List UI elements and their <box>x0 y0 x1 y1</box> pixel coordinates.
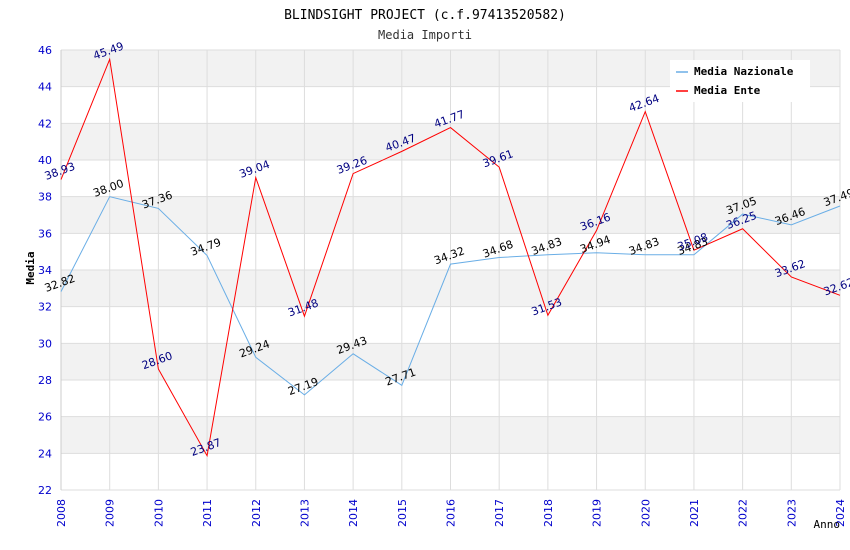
y-tick-label: 24 <box>38 447 52 460</box>
y-tick-label: 34 <box>38 264 52 277</box>
x-tick-label: 2020 <box>639 499 652 527</box>
x-tick-label: 2015 <box>396 499 409 527</box>
x-tick-label: 2023 <box>785 499 798 527</box>
y-tick-label: 44 <box>38 81 52 94</box>
y-tick-label: 46 <box>38 44 52 57</box>
y-tick-label: 30 <box>38 337 52 350</box>
series-layer <box>60 57 841 458</box>
x-tick-label: 2013 <box>298 499 311 527</box>
y-tick-label: 42 <box>38 117 52 130</box>
data-label: 34.32 <box>432 244 466 267</box>
x-tick-label: 2010 <box>152 499 165 527</box>
x-tick-label: 2012 <box>250 499 263 527</box>
data-label: 34.79 <box>189 236 223 259</box>
data-label: 42.64 <box>627 92 661 115</box>
x-tick-label: 2018 <box>542 499 555 527</box>
legend-box <box>670 60 810 102</box>
x-axis-ticks: 2008 2009 2010 2011 2012 2013 2014 2015 2016 2017… <box>55 499 847 527</box>
y-axis-label: Media <box>24 251 37 284</box>
y-axis-ticks: 22 24 26 28 30 32 34 36 38 40 42 44 46 <box>38 44 52 497</box>
x-tick-label: 2024 <box>834 499 847 527</box>
y-tick-label: 28 <box>38 374 52 387</box>
x-tick-label: 2019 <box>591 499 604 527</box>
x-tick-label: 2011 <box>201 499 214 527</box>
chart-title: BLINDSIGHT PROJECT (c.f.97413520582) <box>284 8 566 23</box>
y-tick-label: 36 <box>38 227 52 240</box>
legend: Media Nazionale Media Ente <box>670 60 810 102</box>
y-tick-label: 32 <box>38 301 52 314</box>
y-tick-label: 26 <box>38 411 52 424</box>
y-tick-label: 40 <box>38 154 52 167</box>
x-axis-label: Anno <box>814 518 841 531</box>
x-tick-label: 2009 <box>104 499 117 527</box>
gridlines <box>60 49 841 491</box>
series-line-media-ente <box>60 57 841 458</box>
data-label: 39.04 <box>238 158 272 181</box>
x-tick-label: 2016 <box>445 499 458 527</box>
x-tick-label: 2021 <box>688 499 701 527</box>
x-tick-label: 2017 <box>493 499 506 527</box>
x-tick-label: 2008 <box>55 499 68 527</box>
legend-label-media-ente: Media Ente <box>694 84 761 97</box>
y-tick-label: 22 <box>38 484 52 497</box>
chart-subtitle: Media Importi <box>378 28 472 42</box>
data-labels: 32.8238.0037.3634.7929.2427.1929.4327.71… <box>43 40 850 459</box>
x-tick-label: 2022 <box>737 499 750 527</box>
legend-label-media-nazionale: Media Nazionale <box>694 65 794 78</box>
series-line-media-nazionale <box>60 196 841 396</box>
x-tick-label: 2014 <box>347 499 360 527</box>
y-tick-label: 38 <box>38 191 52 204</box>
